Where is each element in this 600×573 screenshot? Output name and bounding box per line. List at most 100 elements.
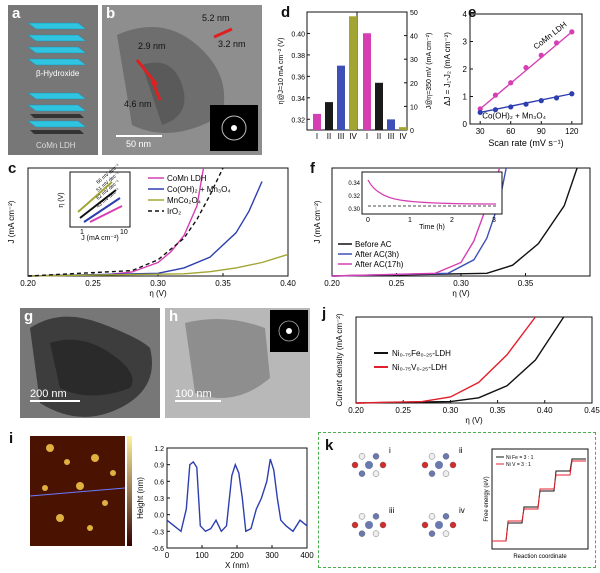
inset-trace [367, 179, 497, 205]
y-tick-label: 0.36 [291, 74, 305, 81]
atom [428, 453, 436, 460]
x-tick-label: 90 [537, 127, 546, 136]
panel-label-g: g [24, 308, 34, 325]
atom [435, 521, 443, 529]
data-point [569, 29, 575, 35]
y-tick-label: 0.9 [154, 463, 164, 470]
x-tick-label: 0.20 [348, 406, 364, 415]
panel-label-e: e [468, 4, 477, 21]
plot-frame [491, 448, 589, 550]
inset-y-tick: 0.32 [348, 194, 360, 200]
x-tick-label: 0.35 [518, 279, 534, 288]
y-tick-label: 1 [463, 93, 468, 102]
panel-k: k i ii iii iv Ni Fe = 3 : 1 Ni V = 3 : 1 Reac… [318, 432, 596, 568]
layered-structure-illustration [27, 22, 87, 134]
panel-d: d 0.32 0.34 0.36 0.38 0.40 0 10 20 30 40 50 I I II II I… [275, 2, 435, 157]
x-axis-label: η (V) [452, 289, 470, 298]
data-point [492, 92, 499, 98]
panel-label-h: h [169, 308, 179, 325]
y-tick-label: -0.6 [152, 546, 164, 553]
afm-image [29, 436, 132, 546]
scale-text-b: 50 nm [126, 139, 152, 149]
y-axis-label: J (mA cm⁻²) [7, 200, 16, 243]
x-tick-label: 0.30 [453, 279, 469, 288]
series-label: Co(OH)₂ + Mn₃O₄ [482, 112, 546, 121]
x-tick-label: 0.40 [280, 279, 296, 288]
inset-x-tick: 0 [366, 217, 370, 224]
panel-i: i 0 100 200 300 400 -0.6 -0.3 0.0 0.3 0.6 0.9 1.2 X … [5, 428, 315, 568]
x-tick-label: 400 [300, 551, 314, 560]
inset-y-tick: 0.30 [348, 207, 360, 213]
panel-label-d: d [281, 4, 291, 21]
data-point [508, 80, 514, 86]
y-axis-label: ΔJ = J₁-J₂ (mA cm⁻²) [443, 32, 452, 106]
inset-frame [361, 171, 503, 215]
atom [379, 521, 387, 529]
series-line [166, 458, 308, 533]
data-point [523, 101, 529, 107]
x-tick-label: 0.35 [490, 406, 506, 415]
x-tick-label: 0.25 [395, 406, 411, 415]
bar-left [337, 65, 345, 130]
x-tick-label: 0.45 [584, 406, 600, 415]
series-line [355, 316, 565, 404]
atom [379, 461, 387, 469]
energy-step [492, 460, 586, 542]
panel-g: g 200 nm [20, 308, 160, 418]
panel-label-f: f [310, 160, 315, 177]
tem-image-g [20, 308, 160, 418]
category-label: IV [349, 132, 357, 141]
plot-frame [355, 316, 593, 404]
structure-label: ii [459, 446, 463, 455]
inset-x-tick: 3 [492, 217, 496, 224]
inset-y-label: η (V) [58, 192, 65, 207]
legend-label: Before AC [355, 240, 392, 249]
category-label: II [377, 132, 381, 141]
thickness-label-2: 3.2 nm [218, 39, 246, 49]
panel-f: f 0.20 0.25 0.30 0.35 η (V) J (mA cm⁻²) 0 1 2 3 Ti… [300, 160, 600, 300]
atom [351, 461, 359, 469]
y-tick-label: 2 [463, 65, 468, 74]
legend-label: MnCo₂O₄ [167, 196, 201, 205]
atom [365, 461, 373, 469]
atom [449, 461, 457, 469]
y-tick-label: 0.34 [291, 96, 305, 103]
data-point [492, 107, 499, 113]
y2-tick-label: 40 [410, 34, 418, 41]
legend-label: Ni₀.₇₅Fe₀.₂₅-LDH [392, 349, 451, 358]
panel-label-a: a [12, 5, 21, 22]
scale-text-h: 100 nm [175, 388, 212, 400]
x-tick-label: 0.30 [150, 279, 166, 288]
data-point [477, 109, 483, 116]
scale-bar-h [175, 400, 221, 402]
legend-label: After AC(3h) [355, 250, 399, 259]
legend-label: After AC(17h) [355, 260, 404, 269]
series-line [27, 181, 263, 277]
y-tick-label: 0.32 [291, 117, 305, 124]
atom [442, 453, 450, 460]
x-tick-label: 60 [506, 127, 515, 136]
inset-x-tick: 1 [408, 217, 412, 224]
category-label: III [338, 132, 345, 141]
data-point [553, 95, 560, 101]
x-tick-label: 30 [476, 127, 485, 136]
tem-image-b [102, 5, 262, 155]
x-axis-label: Scan rate (mV s⁻¹) [488, 138, 563, 148]
structure-label: iv [459, 506, 465, 515]
structure-label: i [389, 446, 391, 455]
atom [358, 530, 366, 537]
data-point [538, 52, 544, 58]
atom [365, 521, 373, 529]
legend-label: Ni Fe = 3 : 1 [506, 455, 534, 461]
y2-tick-label: 30 [410, 57, 418, 64]
y-tick-label: 0.40 [291, 31, 305, 38]
x-tick-label: 0.35 [215, 279, 231, 288]
y-tick-label: 4 [463, 10, 468, 19]
panel-j: j 0.20 0.25 0.30 0.35 0.40 0.45 η (V) Current d… [312, 305, 600, 425]
panel-b: b 5.2 nm 3.2 nm 2.9 nm 4.6 nm 50 nm [102, 5, 262, 155]
plot-frame [27, 167, 289, 277]
chart-f: 0.20 0.25 0.30 0.35 η (V) J (mA cm⁻²) 0 1 2 3 Time… [313, 167, 591, 298]
atom [421, 461, 429, 469]
